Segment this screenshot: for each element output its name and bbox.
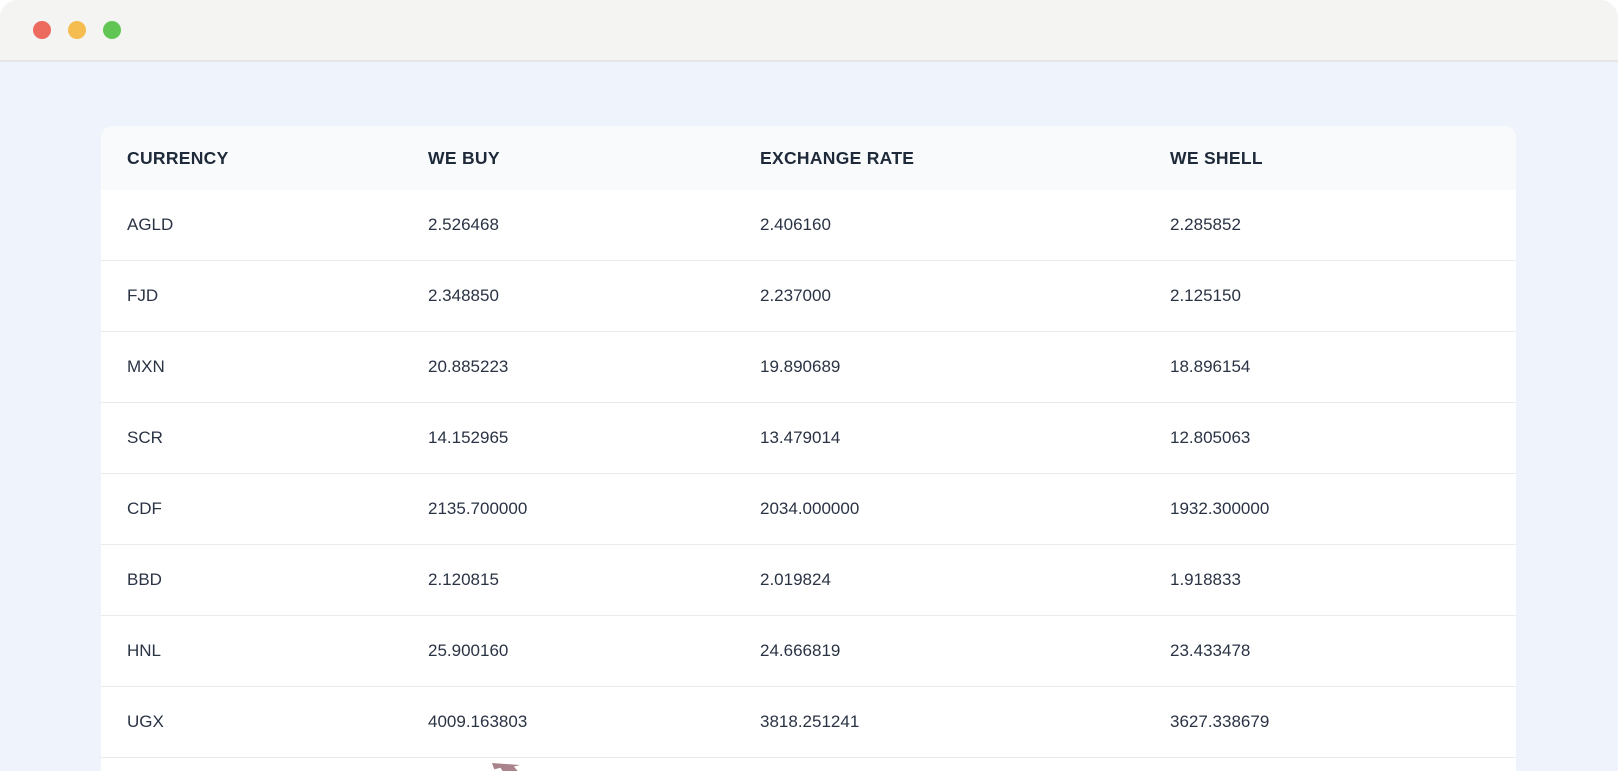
partial-next-row [101, 757, 1516, 771]
cell-currency: BBD [101, 544, 428, 616]
cell-we_shell: 18.896154 [1170, 331, 1516, 403]
traffic-lights [33, 21, 121, 39]
exchange-rates-card: CURRENCY WE BUY EXCHANGE RATE WE SHELL A… [101, 126, 1516, 771]
cell-we_buy: 25.900160 [428, 615, 760, 687]
cell-we_shell: 2.125150 [1170, 260, 1516, 332]
table-row: UGX 4009.163803 3818.251241 3627.338679 [101, 686, 1516, 757]
window-titlebar[interactable] [0, 0, 1618, 62]
column-header-we-shell: WE SHELL [1170, 126, 1516, 190]
table-row: FJD 2.348850 2.237000 2.125150 [101, 260, 1516, 332]
table-row: HNL 25.900160 24.666819 23.433478 [101, 615, 1516, 687]
zoom-button[interactable] [103, 21, 121, 39]
cell-we_buy: 2.120815 [428, 544, 760, 616]
table-row: AGLD 2.526468 2.406160 2.285852 [101, 190, 1516, 261]
close-button[interactable] [33, 21, 51, 39]
table-row: MXN 20.885223 19.890689 18.896154 [101, 331, 1516, 403]
table-row: CDF 2135.700000 2034.000000 1932.300000 [101, 473, 1516, 545]
cell-exchange_rate: 13.479014 [760, 402, 1170, 474]
cell-currency: MXN [101, 331, 428, 403]
cell-we_buy: 2135.700000 [428, 473, 760, 545]
column-header-exchange-rate: EXCHANGE RATE [760, 126, 1170, 190]
cell-we_shell: 1.918833 [1170, 544, 1516, 616]
table-header: CURRENCY WE BUY EXCHANGE RATE WE SHELL [101, 126, 1516, 190]
exchange-rates-table: CURRENCY WE BUY EXCHANGE RATE WE SHELL A… [101, 126, 1516, 757]
table-row: BBD 2.120815 2.019824 1.918833 [101, 544, 1516, 616]
cell-we_shell: 2.285852 [1170, 190, 1516, 261]
window-body: CURRENCY WE BUY EXCHANGE RATE WE SHELL A… [0, 62, 1618, 771]
cell-exchange_rate: 24.666819 [760, 615, 1170, 687]
column-header-we-buy: WE BUY [428, 126, 760, 190]
cell-we_shell: 23.433478 [1170, 615, 1516, 687]
cell-exchange_rate: 2034.000000 [760, 473, 1170, 545]
table-row: SCR 14.152965 13.479014 12.805063 [101, 402, 1516, 474]
cell-currency: FJD [101, 260, 428, 332]
cell-we_buy: 4009.163803 [428, 686, 760, 757]
cell-currency: SCR [101, 402, 428, 474]
cell-we_shell: 1932.300000 [1170, 473, 1516, 545]
cell-we_buy: 2.526468 [428, 190, 760, 261]
cell-we_buy: 14.152965 [428, 402, 760, 474]
cell-exchange_rate: 3818.251241 [760, 686, 1170, 757]
mouse-cursor [492, 763, 520, 771]
cell-we_buy: 2.348850 [428, 260, 760, 332]
cell-we_buy: 20.885223 [428, 331, 760, 403]
cell-we_shell: 3627.338679 [1170, 686, 1516, 757]
table-body: AGLD 2.526468 2.406160 2.285852 FJD 2.348850 2… [101, 190, 1516, 757]
cell-exchange_rate: 2.237000 [760, 260, 1170, 332]
cell-currency: HNL [101, 615, 428, 687]
cell-exchange_rate: 19.890689 [760, 331, 1170, 403]
cell-currency: CDF [101, 473, 428, 545]
cell-currency: UGX [101, 686, 428, 757]
cell-exchange_rate: 2.406160 [760, 190, 1170, 261]
cell-exchange_rate: 2.019824 [760, 544, 1170, 616]
cell-currency: AGLD [101, 190, 428, 261]
minimize-button[interactable] [68, 21, 86, 39]
column-header-currency: CURRENCY [101, 126, 428, 190]
cell-we_shell: 12.805063 [1170, 402, 1516, 474]
